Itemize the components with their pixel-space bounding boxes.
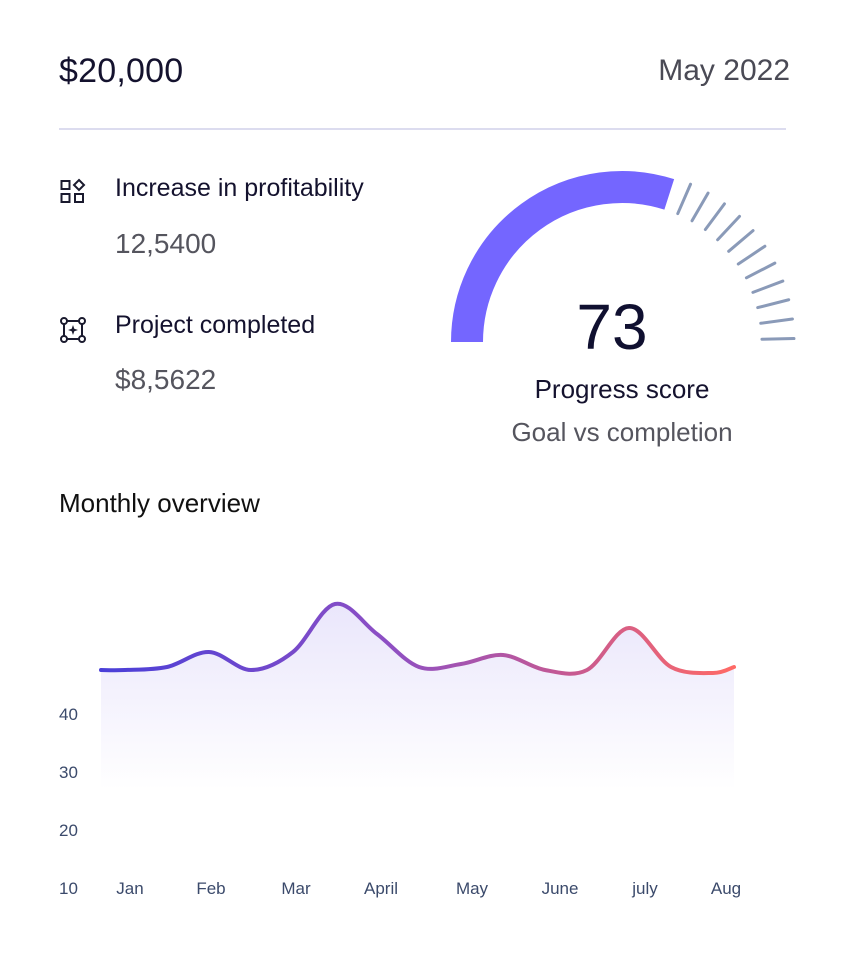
gauge-remaining-tick [736,244,767,266]
gauge-remaining-tick [716,214,742,242]
x-tick-label: Feb [196,879,225,898]
gauge-filled-arc [451,171,675,343]
monthly-overview-chart: 40 30 20 10 Jan Feb Mar April May June july Aug [59,601,741,898]
y-tick-label: 40 [59,705,78,724]
progress-score-subtitle: Goal vs completion [511,417,733,447]
progress-score-value: 73 [576,291,648,363]
gauge-remaining-tick [756,298,791,310]
gauge-remaining-tick [760,337,796,341]
x-tick-label: Jan [116,879,143,898]
gauge-remaining-tick [676,182,693,216]
y-tick-label: 10 [59,879,78,898]
progress-gauge [451,171,796,343]
header-divider [59,128,786,130]
overview-title: Monthly overview [59,488,260,518]
progress-score-label: Progress score [534,374,710,404]
gauge-remaining-tick [759,317,794,325]
series-line [99,601,736,676]
y-tick-label: 20 [59,821,78,840]
gauge-remaining-tick [744,261,777,280]
stat-label-profitability: Increase in profitability [115,174,364,202]
x-tick-label: May [456,879,489,898]
y-tick-label: 30 [59,763,78,782]
x-tick-label: June [542,879,579,898]
period-date: May 2022 [658,54,790,87]
x-tick-label: Mar [281,879,311,898]
total-amount: $20,000 [59,52,184,90]
gauge-remaining-tick [751,279,785,294]
x-tick-label: April [364,879,398,898]
gauge-remaining-tick [690,191,710,223]
gauge-remaining-tick [727,229,755,253]
x-tick-label: Aug [711,879,741,898]
frame-sparkle-icon [60,317,86,343]
grid-shapes-icon [60,178,86,203]
stat-value-projects: $8,5622 [115,364,217,395]
stat-value-profitability: 12,5400 [115,228,217,259]
x-tick-label: july [631,879,658,898]
gauge-remaining-tick [703,202,726,232]
area-fill [101,603,734,790]
stat-label-projects: Project completed [115,311,316,339]
